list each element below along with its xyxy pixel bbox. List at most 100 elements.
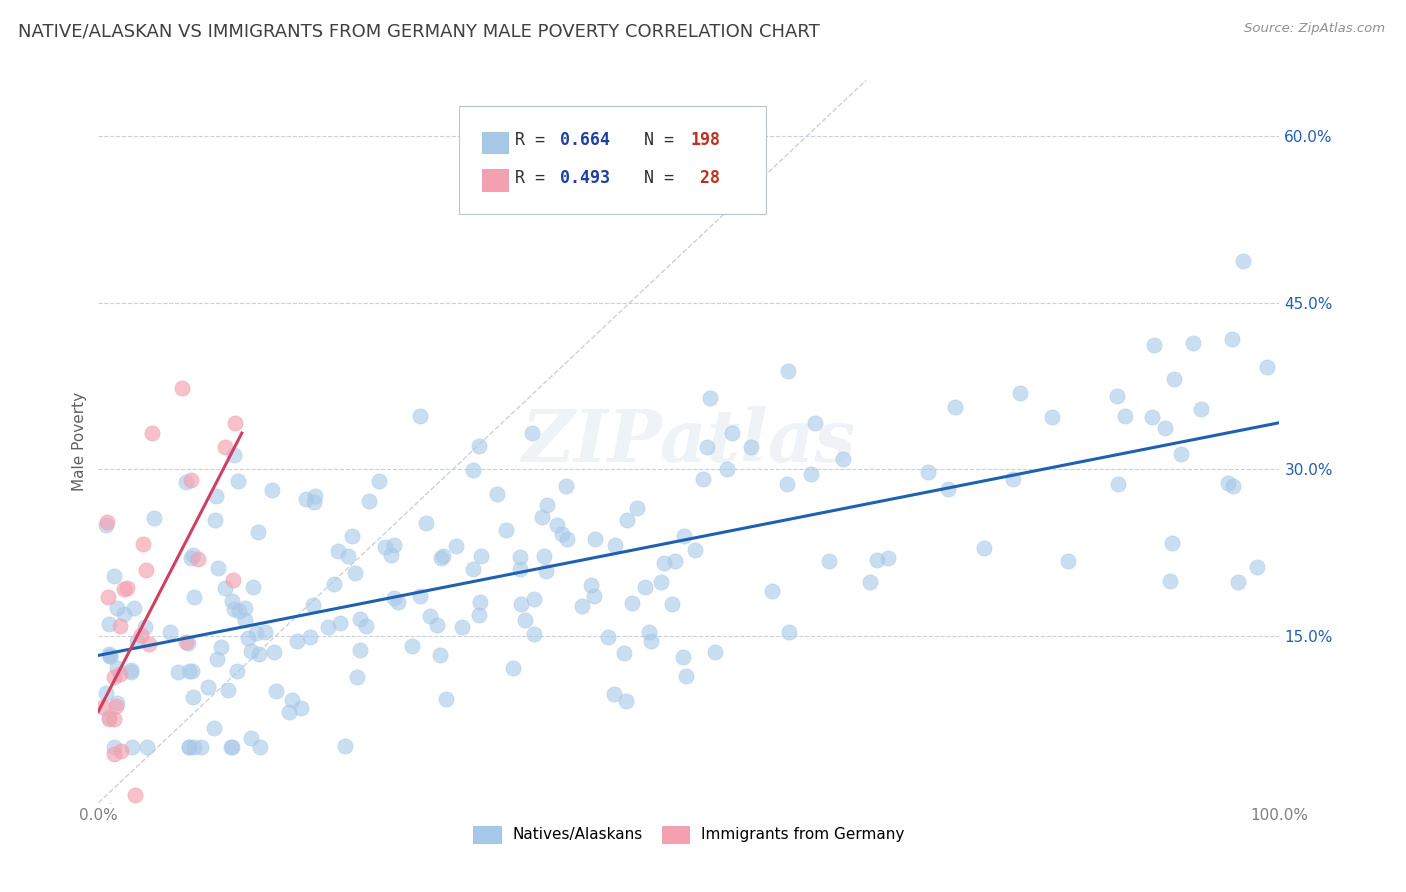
Text: 0.664: 0.664 bbox=[560, 131, 610, 149]
Point bbox=[1153, 421, 1175, 435]
Point bbox=[97, 590, 120, 604]
Point bbox=[174, 635, 197, 649]
Point bbox=[316, 620, 339, 634]
Point bbox=[138, 636, 160, 650]
Point bbox=[97, 713, 120, 727]
Point bbox=[664, 554, 686, 568]
Point bbox=[103, 747, 125, 761]
Point bbox=[179, 740, 201, 755]
Text: ZIPatlas: ZIPatlas bbox=[522, 406, 856, 477]
Point bbox=[180, 550, 202, 565]
Point bbox=[509, 562, 531, 576]
Point bbox=[672, 649, 695, 664]
Point bbox=[333, 739, 356, 753]
Point bbox=[583, 532, 606, 546]
Point bbox=[699, 392, 721, 406]
Point bbox=[401, 639, 423, 653]
Point bbox=[112, 582, 135, 597]
Point bbox=[340, 529, 363, 543]
Point bbox=[98, 804, 121, 818]
Point bbox=[110, 619, 132, 633]
Point bbox=[329, 616, 352, 631]
Point bbox=[131, 536, 153, 550]
Text: NATIVE/ALASKAN VS IMMIGRANTS FROM GERMANY MALE POVERTY CORRELATION CHART: NATIVE/ALASKAN VS IMMIGRANTS FROM GERMAN… bbox=[18, 22, 820, 40]
Point bbox=[302, 599, 325, 613]
Point bbox=[197, 680, 219, 694]
Point bbox=[143, 511, 166, 525]
Point bbox=[1001, 472, 1024, 486]
Point bbox=[522, 591, 544, 606]
Point bbox=[1142, 409, 1164, 424]
Point bbox=[603, 687, 626, 701]
Point bbox=[551, 527, 574, 541]
Point bbox=[98, 710, 121, 724]
Point bbox=[1159, 574, 1181, 588]
Point bbox=[224, 602, 246, 616]
Point bbox=[222, 574, 245, 588]
Text: 0.493: 0.493 bbox=[560, 169, 610, 186]
Point bbox=[359, 494, 381, 508]
Point bbox=[205, 652, 228, 666]
Point bbox=[204, 513, 226, 527]
Point bbox=[112, 607, 135, 621]
Y-axis label: Male Poverty: Male Poverty bbox=[72, 392, 87, 491]
Point bbox=[96, 515, 118, 529]
Point bbox=[120, 665, 142, 679]
Point bbox=[943, 400, 966, 414]
Point bbox=[91, 699, 114, 714]
Point bbox=[510, 597, 533, 611]
Point bbox=[536, 498, 558, 512]
Point bbox=[129, 627, 152, 641]
Point bbox=[650, 574, 672, 589]
Point bbox=[226, 474, 249, 488]
FancyBboxPatch shape bbox=[482, 132, 508, 153]
Point bbox=[302, 495, 325, 509]
Point bbox=[181, 690, 204, 704]
Point bbox=[141, 425, 163, 440]
Point bbox=[461, 463, 484, 477]
Point bbox=[652, 556, 675, 570]
Point bbox=[973, 541, 995, 555]
Point bbox=[546, 518, 568, 533]
Point bbox=[105, 661, 128, 675]
Point bbox=[613, 647, 636, 661]
Point bbox=[170, 380, 193, 394]
Point bbox=[675, 669, 697, 683]
Point bbox=[207, 561, 229, 575]
Point bbox=[103, 670, 125, 684]
Point bbox=[1114, 409, 1136, 423]
Point bbox=[1143, 338, 1166, 352]
Point bbox=[221, 740, 243, 755]
Point bbox=[103, 569, 125, 583]
Point bbox=[183, 740, 205, 755]
Point bbox=[209, 640, 232, 654]
Point bbox=[94, 518, 117, 533]
Point bbox=[1216, 475, 1239, 490]
Text: N =: N = bbox=[624, 131, 683, 149]
Point bbox=[1108, 477, 1130, 491]
Point bbox=[1246, 560, 1268, 574]
Point bbox=[1232, 253, 1254, 268]
Point bbox=[603, 537, 626, 551]
Point bbox=[205, 490, 228, 504]
Text: 198: 198 bbox=[690, 131, 720, 149]
Point bbox=[778, 624, 800, 639]
Point bbox=[761, 584, 783, 599]
Point bbox=[673, 529, 696, 543]
Point bbox=[290, 701, 312, 715]
Point bbox=[98, 648, 121, 663]
Text: Source: ZipAtlas.com: Source: ZipAtlas.com bbox=[1244, 22, 1385, 36]
Point bbox=[245, 626, 267, 640]
Point bbox=[281, 693, 304, 707]
Point bbox=[322, 576, 344, 591]
Point bbox=[621, 596, 644, 610]
Point bbox=[367, 475, 389, 489]
FancyBboxPatch shape bbox=[482, 169, 508, 191]
Point bbox=[219, 740, 242, 755]
Point bbox=[509, 549, 531, 564]
Text: R =: R = bbox=[516, 131, 555, 149]
Point bbox=[105, 600, 128, 615]
Point bbox=[228, 604, 250, 618]
Point bbox=[531, 509, 554, 524]
Point bbox=[1170, 447, 1192, 461]
